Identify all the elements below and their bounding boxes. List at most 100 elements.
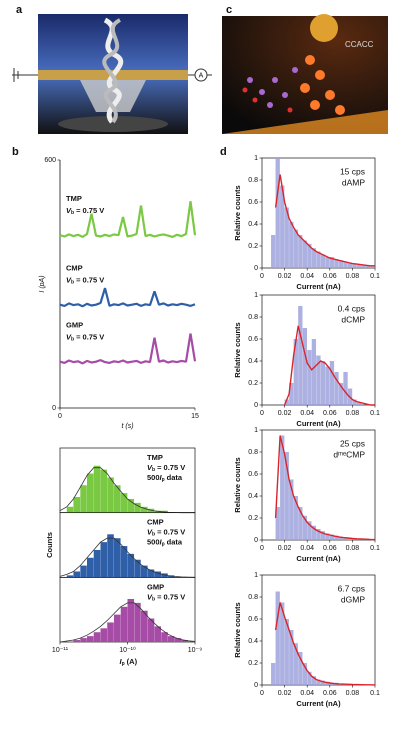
bar [289, 479, 294, 540]
y-tick-label: 0.6 [248, 616, 258, 623]
y-axis-label: Relative counts [233, 322, 242, 377]
x-tick-label: 0.06 [323, 273, 337, 280]
bar [343, 537, 348, 540]
text-part: (A) [127, 657, 138, 666]
symbol: I [160, 538, 163, 547]
x-axis-label: Ip (A) [120, 657, 138, 667]
bar [181, 640, 189, 642]
y-tick-label: 0 [52, 405, 56, 412]
text-part: data [167, 473, 183, 482]
bar [134, 559, 141, 578]
bar [120, 546, 128, 578]
panel-label: a [16, 4, 23, 16]
bar [311, 525, 317, 540]
y-tick-label: 0.6 [248, 336, 258, 343]
series-label: TMP [147, 453, 163, 462]
bar [100, 469, 108, 513]
bar [107, 534, 114, 578]
symbol: V [147, 463, 153, 472]
bar [174, 638, 182, 642]
bar [140, 610, 148, 642]
bar [338, 536, 344, 540]
bar [167, 636, 175, 642]
bar [352, 538, 357, 540]
bar [93, 465, 101, 513]
bar [120, 606, 128, 642]
bar [302, 240, 307, 268]
annotation: dᵐᵉCMP [333, 449, 365, 459]
text-part: = 0.75 V [157, 528, 185, 537]
bar [325, 257, 330, 268]
bar [298, 235, 303, 268]
x-tick-label: 0.04 [300, 690, 314, 697]
y-tick-label: 0 [254, 402, 258, 409]
x-tick-label: 0.02 [278, 410, 292, 417]
fit-curve [274, 174, 375, 267]
bar [114, 485, 121, 513]
bar [114, 538, 121, 578]
x-tick-label: 0.08 [346, 273, 360, 280]
bar [120, 493, 128, 513]
bar [361, 264, 366, 268]
bar [320, 531, 326, 540]
subscript: p [122, 661, 125, 667]
x-tick-label: 0.06 [323, 690, 337, 697]
bar [86, 473, 94, 513]
bar [316, 679, 321, 685]
text-part: = 0.75 V [157, 463, 185, 472]
bar [140, 506, 148, 513]
x-axis-label: Current (nA) [296, 282, 341, 291]
x-tick-label: 0 [260, 690, 264, 697]
series-bias: Vb = 0.75 V [66, 206, 104, 216]
y-tick-label: 0 [254, 265, 258, 272]
bar [73, 571, 81, 578]
x-tick-label: 0.1 [370, 690, 380, 697]
y-tick-label: 0.4 [248, 358, 258, 365]
bar [338, 260, 344, 268]
series-count: 500Ip data [147, 538, 183, 548]
bar [284, 452, 289, 540]
x-tick-label: 0.06 [323, 545, 337, 552]
panel-label: c [226, 4, 232, 16]
y-tick-label: 0.2 [248, 380, 258, 387]
y-tick-label: 0.8 [248, 177, 258, 184]
bar [140, 565, 148, 578]
subscript: b [71, 211, 74, 217]
series-label: GMP [147, 582, 164, 591]
bar [307, 350, 312, 405]
y-axis-label: Counts [45, 532, 54, 558]
bar [293, 643, 298, 685]
series-bias: Vb = 0.75 V [147, 463, 185, 473]
x-tick-label: 0.1 [370, 410, 380, 417]
bar [329, 361, 335, 405]
y-tick-label: 1 [254, 292, 258, 299]
y-tick-label: 0.2 [248, 243, 258, 250]
x-axis-label: Current (nA) [296, 419, 341, 428]
bar [93, 632, 101, 642]
panel-label: d [220, 146, 227, 158]
x-tick-label: 0 [260, 410, 264, 417]
y-tick-label: 0 [254, 682, 258, 689]
y-tick-label: 0.6 [248, 471, 258, 478]
bar [66, 575, 74, 578]
x-tick-label: 0.08 [346, 545, 360, 552]
text-part: = 0.75 V [76, 206, 104, 215]
bar [316, 355, 321, 405]
y-tick-label: 0 [254, 537, 258, 544]
text-part: = 0.75 V [157, 592, 185, 601]
bar [307, 671, 312, 685]
bar [271, 235, 276, 268]
bar [80, 638, 87, 642]
x-axis-label: Current (nA) [296, 554, 341, 563]
text-part: 500 [147, 473, 160, 482]
bar [80, 485, 87, 513]
bar [334, 372, 339, 405]
x-tick-label: 0.1 [370, 273, 380, 280]
bar [100, 628, 108, 642]
bar [338, 383, 344, 405]
x-tick-label: 10⁻¹⁰ [119, 646, 136, 654]
x-tick-label: 0.02 [278, 690, 292, 697]
bar [302, 663, 307, 685]
x-tick-label: 0.04 [300, 273, 314, 280]
